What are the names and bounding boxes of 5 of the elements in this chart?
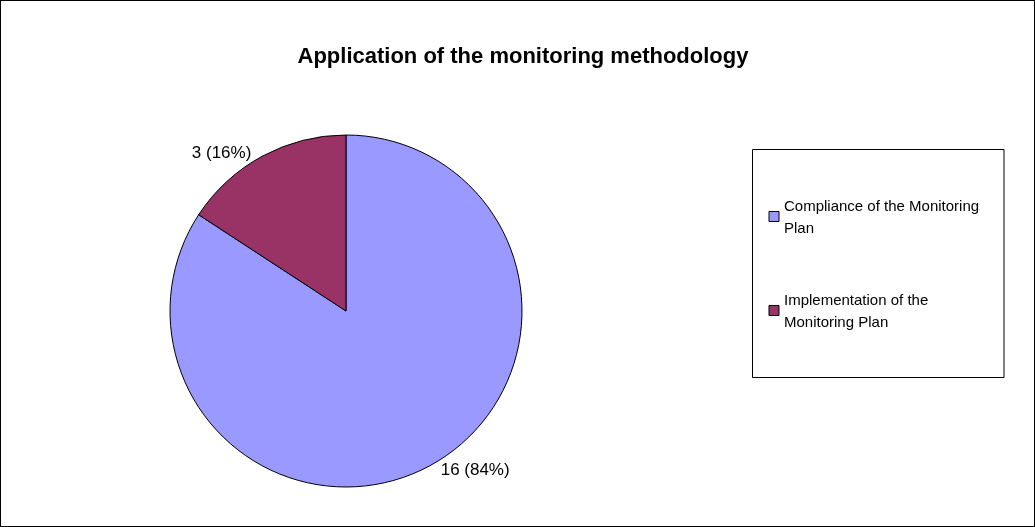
data-label: 16 (84%) xyxy=(440,459,510,479)
chart-title: Application of the monitoring methodology xyxy=(297,42,750,68)
legend-label: Compliance of the Monitoring Plan xyxy=(784,197,984,236)
data-label: 3 (16%) xyxy=(191,143,252,163)
legend-label: Implementation of the Monitoring Plan xyxy=(784,291,933,330)
